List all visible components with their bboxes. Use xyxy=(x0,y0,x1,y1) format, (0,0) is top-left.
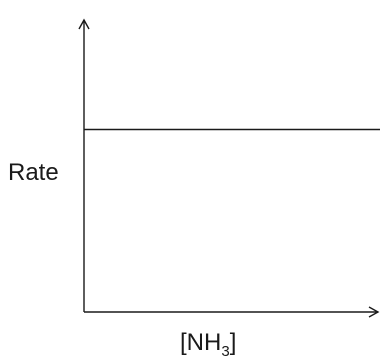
x-axis-label: [NH3] xyxy=(180,329,236,360)
y-axis-label: Rate xyxy=(8,159,59,186)
x-axis-label-close: ] xyxy=(230,329,237,356)
x-axis-label-main: [NH xyxy=(180,329,221,356)
x-axis-label-subscript: 3 xyxy=(221,343,229,360)
